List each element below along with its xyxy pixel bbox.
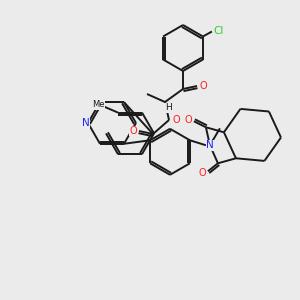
Text: Me: Me: [92, 100, 104, 109]
Text: O: O: [199, 81, 207, 91]
Text: H: H: [165, 103, 171, 112]
Text: Cl: Cl: [214, 26, 224, 37]
Text: O: O: [172, 115, 180, 125]
Text: N: N: [82, 118, 90, 128]
Text: O: O: [184, 115, 192, 125]
Text: O: O: [129, 126, 137, 136]
Text: N: N: [206, 140, 214, 150]
Text: O: O: [198, 168, 206, 178]
